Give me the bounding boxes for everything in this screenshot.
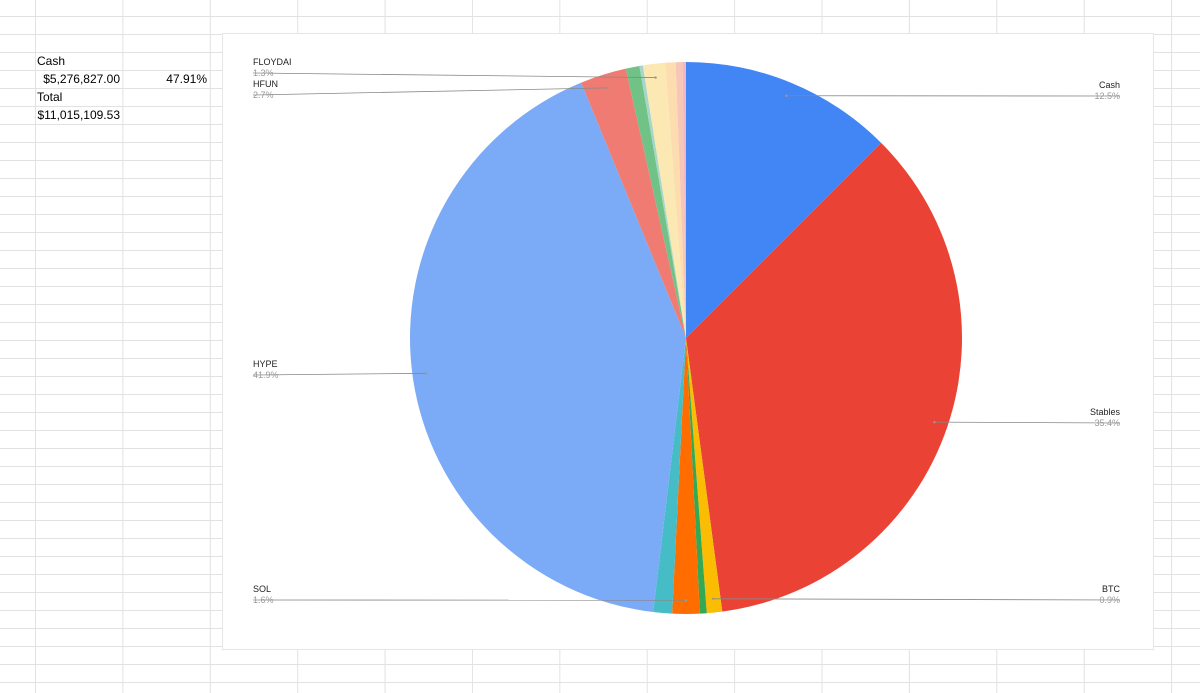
leader-dot — [424, 372, 428, 375]
slice-label: Cash — [1099, 80, 1120, 90]
slice-value-label: 41.9% — [253, 370, 279, 380]
leader-dot — [684, 599, 688, 602]
leader-dot — [933, 420, 936, 424]
slice-value-label: 0.9% — [1099, 595, 1120, 605]
cell[interactable]: 47.91% — [166, 72, 207, 86]
pie-slice — [686, 338, 707, 614]
pie-slice — [682, 62, 686, 338]
slice-label: SOL — [253, 584, 271, 594]
slice-value-label: 1.3% — [253, 68, 274, 78]
leader-dot — [711, 597, 715, 600]
cell[interactable]: Total — [37, 90, 63, 104]
leader-dot — [654, 76, 657, 79]
slice-label: HYPE — [253, 359, 278, 369]
leader-dot — [785, 94, 788, 97]
slice-value-label: 1.6% — [253, 595, 274, 605]
pie-slice — [642, 62, 686, 338]
leader-dot — [606, 86, 609, 90]
slice-value-label: 12.5% — [1094, 91, 1120, 101]
pie-slice — [625, 65, 686, 338]
slice-label: FLOYDAI — [253, 57, 292, 67]
pie-slice — [653, 338, 686, 614]
slice-value-label: 2.7% — [253, 90, 274, 100]
leader-line — [252, 72, 656, 78]
pie-slice — [686, 142, 962, 612]
slice-label: BTC — [1102, 584, 1121, 594]
leader-line — [934, 421, 1121, 424]
pie-slice — [672, 338, 700, 615]
slice-label: HFUN — [253, 79, 278, 89]
leader-line — [252, 87, 608, 96]
leader-line — [713, 598, 1121, 601]
pie-slice — [410, 82, 686, 613]
pie-slice — [686, 338, 723, 614]
pie-slice — [665, 62, 686, 338]
leader-line — [252, 372, 427, 376]
pie-slice — [675, 62, 686, 339]
pie-slice — [639, 65, 686, 339]
slice-label: Stables — [1090, 407, 1121, 417]
cell[interactable]: Cash — [37, 54, 66, 68]
cell[interactable]: $5,276,827.00 — [43, 72, 120, 86]
slice-value-label: 35.4% — [1094, 418, 1120, 428]
cell[interactable]: $11,015,109.53 — [37, 108, 120, 122]
pie-slice — [581, 68, 686, 338]
pie-slice — [686, 62, 882, 338]
